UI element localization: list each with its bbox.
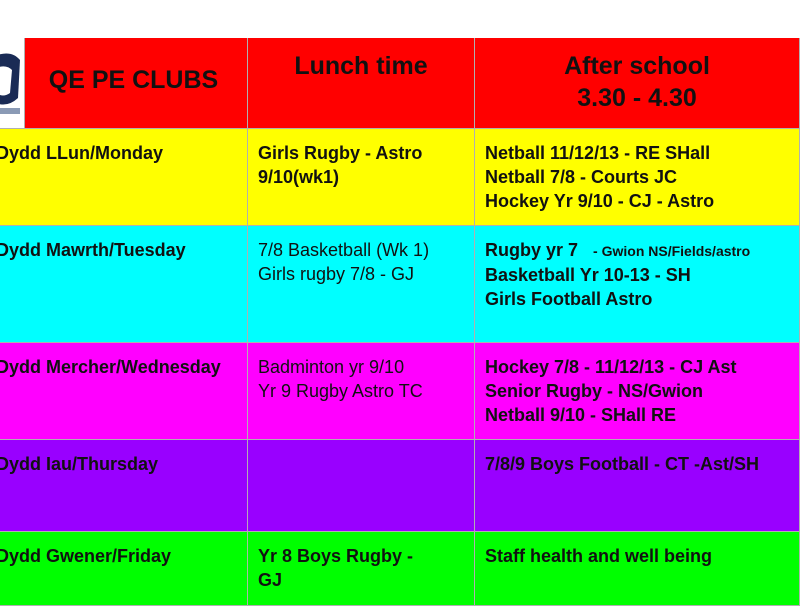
after-cell: Staff health and well being: [475, 532, 800, 605]
after-item: Netball 9/10 - SHall RE: [485, 405, 677, 425]
lunch-item: Badminton yr 9/10: [258, 357, 405, 377]
after-cell: Netball 11/12/13 - RE SHall Netball 7/8 -…: [475, 129, 800, 225]
after-item: 7/8/9 Boys Football - CT -Ast/SH: [485, 454, 760, 474]
lunch-item: GJ: [258, 570, 283, 590]
after-item: Girls Football Astro: [485, 289, 653, 309]
day-cell: Dydd Iau/Thursday: [0, 440, 248, 531]
after-item: Senior Rugby - NS/Gwion: [485, 381, 704, 401]
after-item: Netball 7/8 - Courts JC: [485, 167, 678, 187]
after-item: Staff health and well being: [485, 546, 713, 566]
lunch-item: Yr 9 Rugby Astro TC: [258, 381, 423, 401]
day-cell: Dydd Mercher/Wednesday: [0, 343, 248, 439]
lunch-item: Yr 8 Boys Rugby -: [258, 546, 414, 566]
clubs-table: QE PE CLUBS Lunch time After school 3.30 …: [0, 38, 800, 606]
day-row: Dydd LLun/Monday Girls Rugby - Astro 9/10(…: [0, 129, 800, 226]
after-item: Hockey 7/8 - 11/12/13 - CJ Ast: [485, 357, 737, 377]
lunch-header: Lunch time: [248, 38, 475, 128]
after-cell: 7/8/9 Boys Football - CT -Ast/SH: [475, 440, 800, 531]
lunch-item: 9/10(wk1): [258, 167, 340, 187]
after-item: Hockey Yr 9/10 - CJ - Astro: [485, 191, 715, 211]
lunch-item: 7/8 Basketball (Wk 1): [258, 240, 430, 260]
day-row: Dydd Mercher/Wednesday Badminton yr 9/10 Y…: [0, 343, 800, 440]
after-item-main: Rugby yr 7: [485, 240, 579, 260]
day-row: Dydd Mawrth/Tuesday 7/8 Basketball (Wk 1)…: [0, 226, 800, 343]
day-cell: Dydd Mawrth/Tuesday: [0, 226, 248, 342]
header-row: QE PE CLUBS Lunch time After school 3.30 …: [0, 38, 800, 129]
after-item: Basketball Yr 10-13 - SH: [485, 265, 691, 285]
lunch-cell: Yr 8 Boys Rugby - GJ: [248, 532, 475, 605]
after-item: Rugby yr 7 - Gwion NS/Fields/astro: [485, 238, 789, 263]
lunch-cell: 7/8 Basketball (Wk 1) Girls rugby 7/8 - G…: [248, 226, 475, 342]
day-cell: Dydd Gwener/Friday: [0, 532, 248, 605]
lunch-item: Girls rugby 7/8 - GJ: [258, 264, 415, 284]
after-title: After school: [564, 52, 710, 80]
lunch-cell: Girls Rugby - Astro 9/10(wk1): [248, 129, 475, 225]
title-cell: QE PE CLUBS: [0, 38, 248, 128]
after-time: 3.30 - 4.30: [577, 84, 697, 112]
after-cell: Rugby yr 7 - Gwion NS/Fields/astro Basket…: [475, 226, 800, 342]
after-header: After school 3.30 - 4.30: [475, 38, 800, 128]
after-cell: Hockey 7/8 - 11/12/13 - CJ Ast Senior Rug…: [475, 343, 800, 439]
lunch-cell: Badminton yr 9/10 Yr 9 Rugby Astro TC: [248, 343, 475, 439]
day-row: Dydd Iau/Thursday 7/8/9 Boys Football - C…: [0, 440, 800, 532]
day-cell: Dydd LLun/Monday: [0, 129, 248, 225]
lunch-item: Girls Rugby - Astro: [258, 143, 423, 163]
after-item: Netball 11/12/13 - RE SHall: [485, 143, 711, 163]
after-item-venue: - Gwion NS/Fields/astro: [593, 243, 751, 259]
day-row: Dydd Gwener/Friday Yr 8 Boys Rugby - GJ Sta…: [0, 532, 800, 606]
school-logo: [0, 38, 25, 128]
lunch-cell: [248, 440, 475, 531]
crest-icon: [0, 53, 20, 114]
